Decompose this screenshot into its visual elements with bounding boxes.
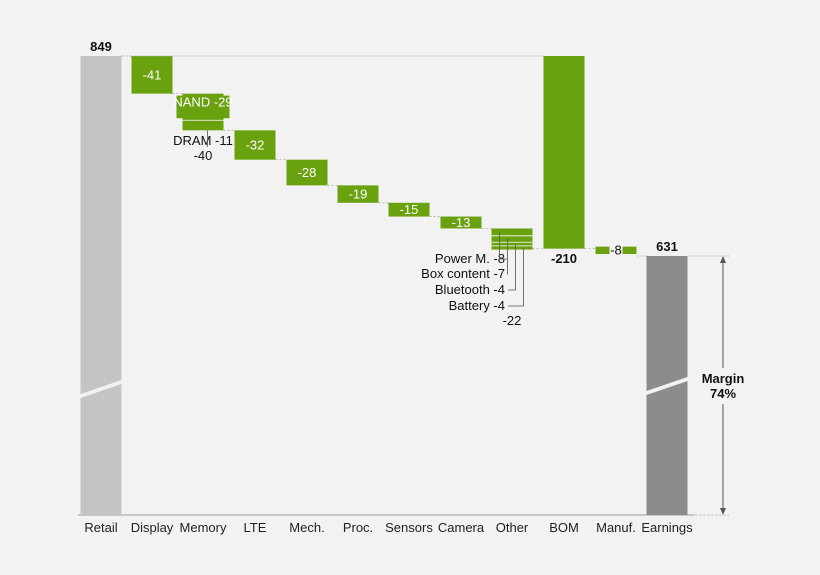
margin-arrow-head-bottom [720,508,726,515]
x-tick-label: Mech. [289,520,324,535]
margin-label: Margin [702,371,745,386]
other-leader-line [499,232,508,260]
data-label-nand: NAND -29 [173,95,232,110]
x-tick-label: Retail [84,520,117,535]
x-tick-label: Display [131,520,174,535]
bar-sensors [388,202,430,217]
bar-segment-dram [182,120,224,131]
data-label-proc-: -19 [349,187,368,202]
bar-retail [80,56,122,515]
data-label-other-total: -22 [503,313,522,328]
bar-camera [440,216,482,229]
nand-label-box [176,95,230,119]
data-label-memory-total: -40 [194,148,213,163]
bar-manuf-left [595,246,610,254]
bar-segment-bluetooth [491,242,533,246]
data-label-manuf: -8 [610,243,622,258]
bar-manuf-right [622,246,637,254]
data-label-power-m-: Power M. -8 [435,251,505,266]
data-label-bom: -210 [551,251,577,266]
other-leader-line [507,239,508,275]
x-tick-label: Sensors [385,520,433,535]
bar-segment-battery [491,245,533,250]
bar-lte [234,130,276,160]
x-tick-label: Camera [438,520,485,535]
data-label-mech-: -28 [298,165,317,180]
axis-break-mark [646,377,688,395]
axis-break-mark [80,380,122,398]
other-leader-line [508,247,524,307]
data-label-battery: Battery -4 [449,298,505,313]
data-label-earnings: 631 [656,239,678,254]
data-label-box-content: Box content -7 [421,266,505,281]
bar-bom [543,56,585,249]
bar-proc- [337,185,379,203]
margin-label-bg [699,368,747,404]
other-leader-line [508,244,516,291]
bar-segment-box-content [491,235,533,243]
data-label-bluetooth: Bluetooth -4 [435,282,505,297]
x-tick-label: Memory [180,520,227,535]
margin-percent-label: 74% [710,386,736,401]
x-tick-label: Proc. [343,520,373,535]
data-label-display: -41 [143,67,162,82]
margin-arrow-head-top [720,256,726,263]
data-label-sensors: -15 [400,202,419,217]
data-label-camera: -13 [452,215,471,230]
x-tick-label: LTE [244,520,267,535]
x-tick-label: BOM [549,520,579,535]
x-tick-label: Earnings [641,520,693,535]
data-label-total: 849 [90,39,112,54]
bar-mech- [286,159,328,186]
data-label-dram: DRAM -11 [173,133,233,148]
x-tick-label: Other [496,520,529,535]
x-tick-label: Manuf. [596,520,636,535]
data-label-lte: -32 [246,137,265,152]
bar-display [131,56,173,94]
bar-segment-power-m- [491,228,533,236]
